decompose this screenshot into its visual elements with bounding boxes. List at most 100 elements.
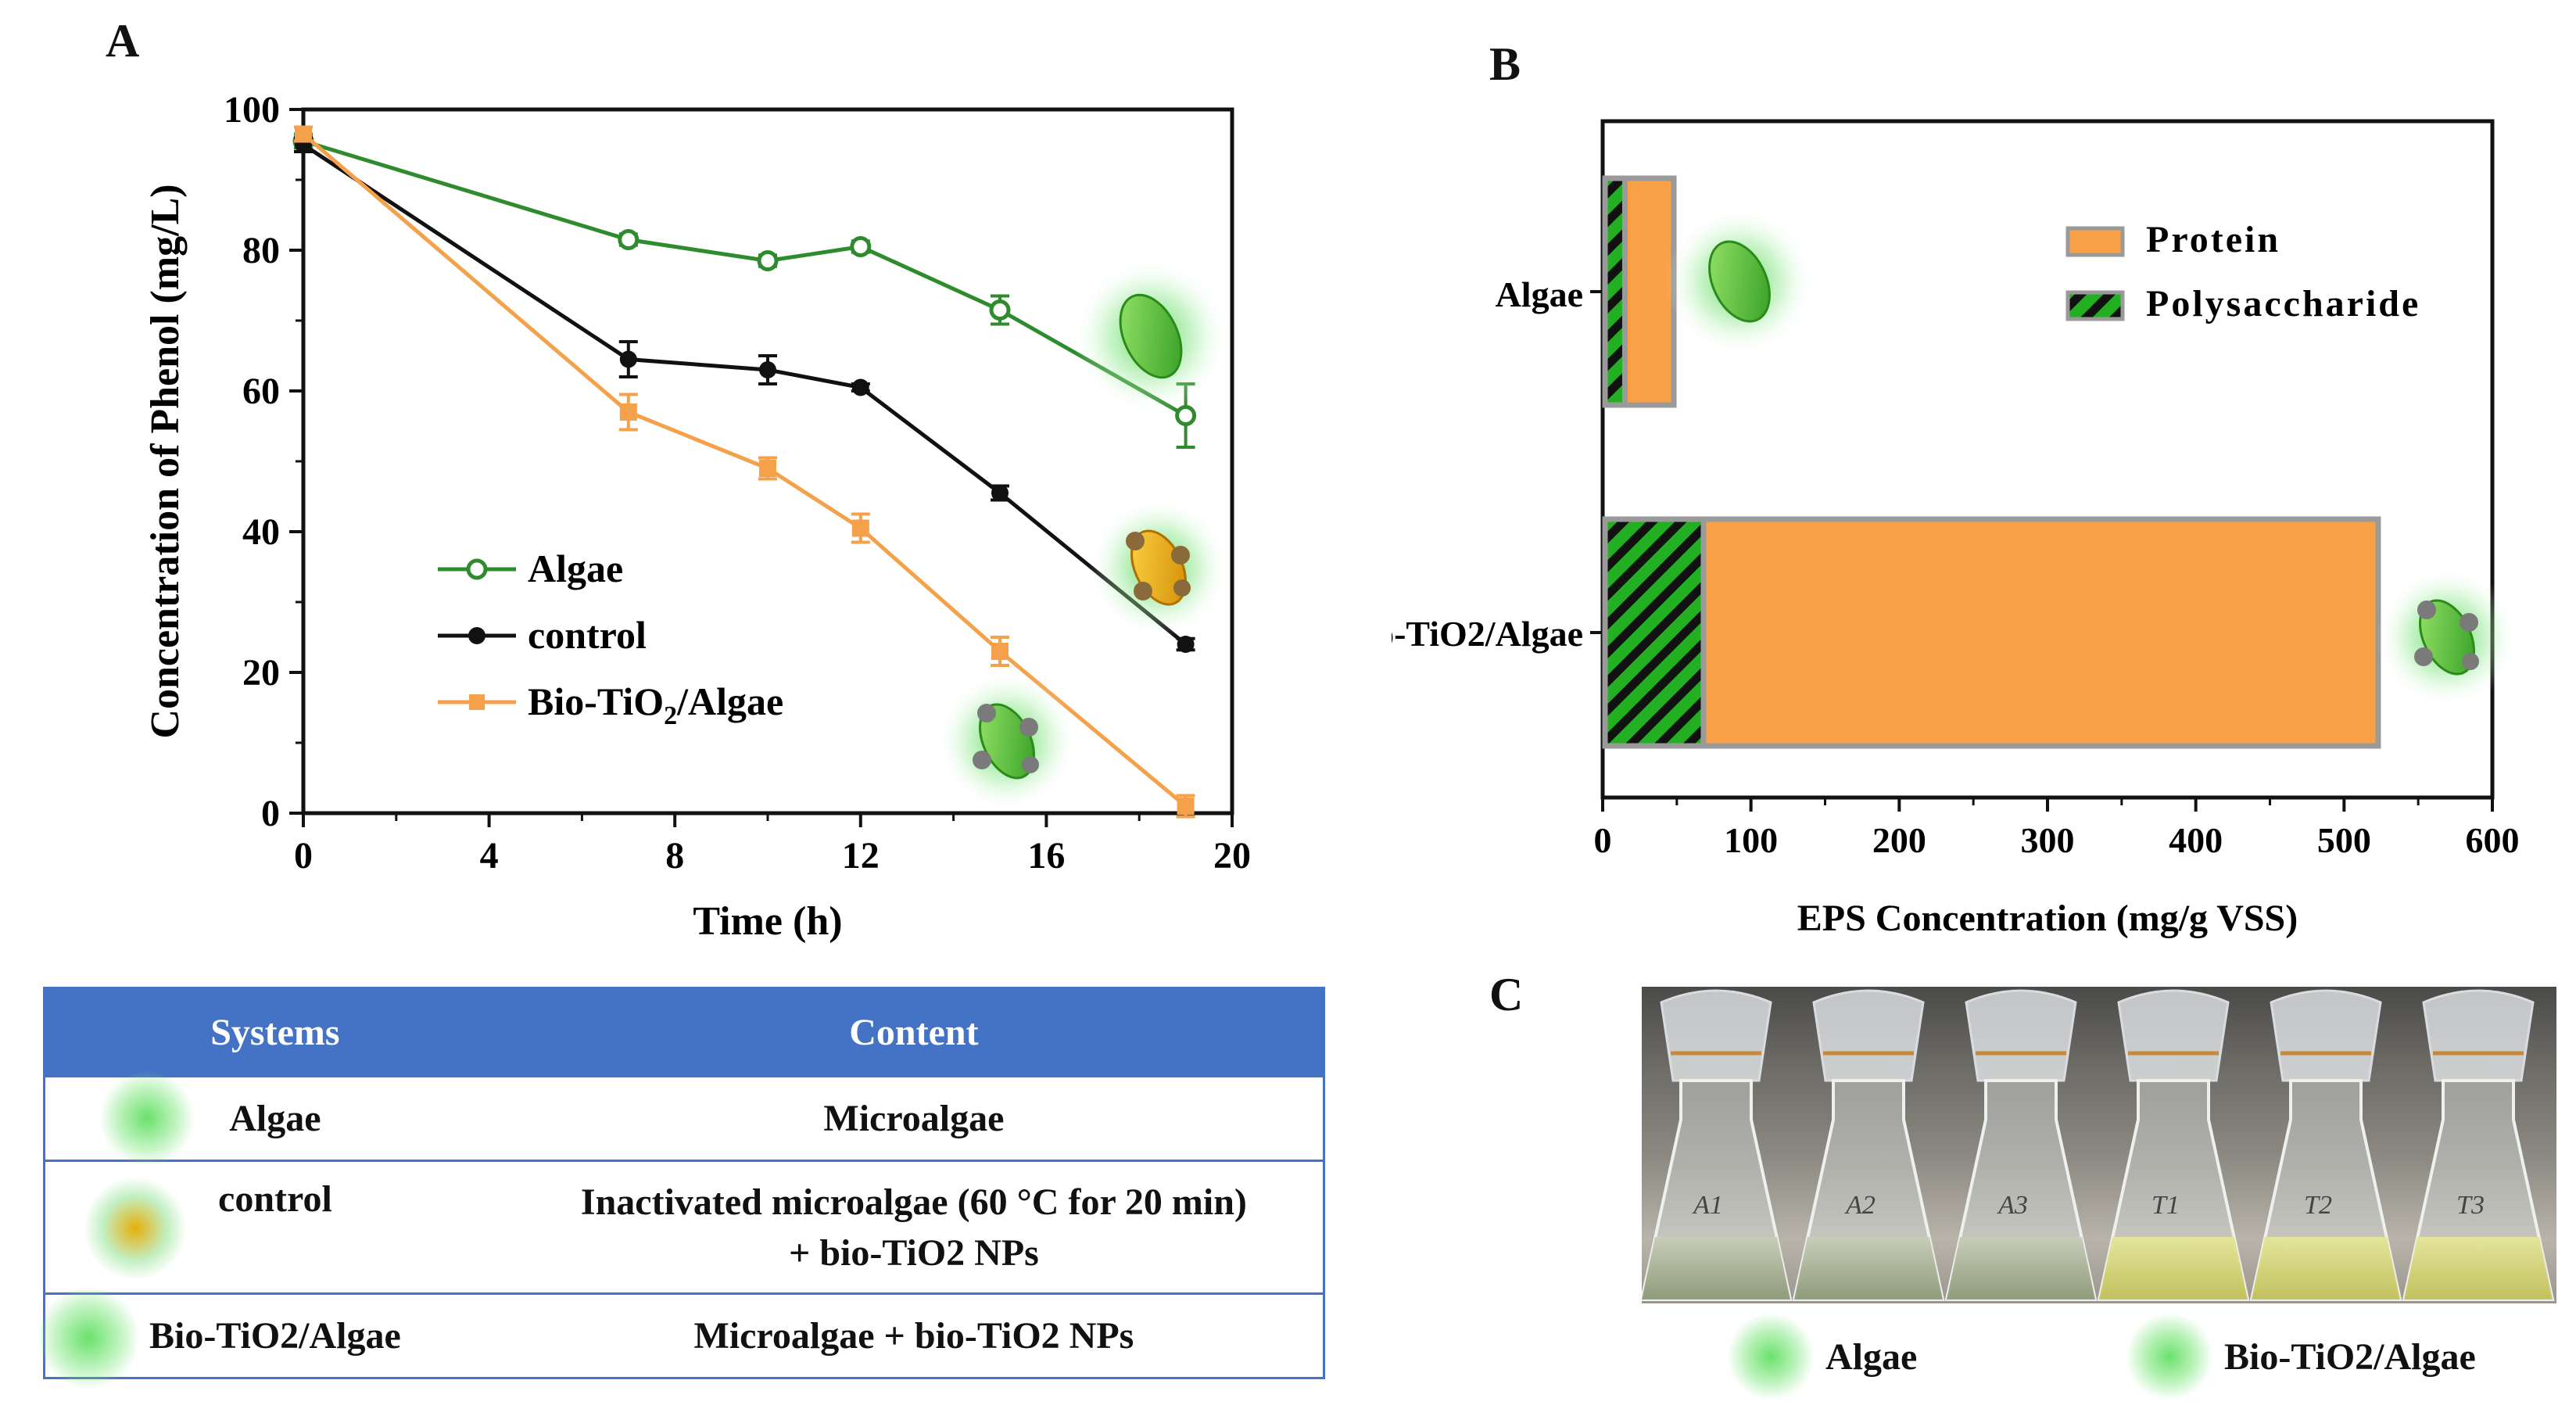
panel-a-label: A [106, 15, 140, 66]
caption-algae-text: Algae [1825, 1336, 1918, 1378]
flask-liquid [1794, 1237, 1943, 1299]
flask-label: T2 [2304, 1191, 2332, 1220]
flask-cap [2270, 989, 2382, 1082]
system-name-bio: Bio-TiO2/Algae [149, 1315, 401, 1357]
data-point [759, 460, 776, 477]
x-tick-label-a: 16 [1027, 835, 1065, 876]
legend-label-algae: Algae [528, 547, 623, 590]
legend-label-bio: Bio-TiO2/Algae [528, 679, 783, 730]
algae-cell-icon-a [1073, 258, 1229, 414]
y-tick-label-a: 80 [242, 230, 280, 271]
data-point [991, 484, 1009, 502]
flask-photo: A1 A2 A3 T1 T2 T3 [1642, 987, 2556, 1303]
algae-cell-icon [100, 1071, 194, 1165]
systems-table: Systems Content Algae Microalgae control… [38, 987, 1325, 1389]
system-name-algae: Algae [229, 1098, 321, 1139]
table-row: Bio-TiO2/Algae Microalgae + bio-TiO2 NPs [38, 1287, 1324, 1389]
flask-liquid [1947, 1237, 2095, 1299]
phenol-line-chart: 0 4 8 12 16 20 0 20 40 60 80 100 Time (h) Concentra… [143, 89, 1251, 944]
table-cell-system: control [44, 1160, 505, 1294]
algae-cell-icon-b [1665, 207, 1814, 356]
flask-liquid [2404, 1237, 2553, 1299]
y-tick-label-a: 40 [242, 511, 280, 553]
algae-cell-icon [1728, 1314, 1814, 1400]
bar-protein-0 [1621, 175, 1677, 408]
content-line-2: + bio-TiO2 NPs [788, 1231, 1039, 1274]
legend-label-control: control [528, 613, 647, 657]
bio-tio2-cell-icon [2126, 1314, 2212, 1400]
x-tick-label-a: 8 [665, 835, 684, 876]
flask-liquid [2252, 1237, 2400, 1299]
x-tick-label-a: 4 [480, 835, 499, 876]
control-cell-icon [84, 1178, 186, 1279]
panel-c-label: C [1489, 969, 1524, 1020]
panel-b-label: B [1489, 38, 1521, 90]
legend-label-protein: Protein [2146, 219, 2280, 260]
caption-bio-text: Bio-TiO2/Algae [2224, 1336, 2476, 1378]
data-point [851, 519, 869, 537]
bio-tio2-cell-icon-b [2377, 567, 2517, 708]
data-point [1175, 405, 1197, 426]
series-line-0 [303, 139, 1187, 418]
y-tick-label-a: 60 [242, 371, 280, 412]
flask-liquid [1642, 1237, 1790, 1299]
data-point [1177, 798, 1195, 815]
legend-marker-protein [2065, 226, 2125, 257]
bar-polysaccharide-1 [1602, 516, 1707, 749]
y-category-label-algae: Algae [1496, 274, 1583, 314]
table-header-systems: Systems [44, 988, 505, 1077]
data-point [759, 361, 776, 378]
data-point [295, 125, 312, 143]
legend-b: Protein Polysaccharide [2065, 219, 2418, 324]
flask-label: T3 [2456, 1191, 2485, 1220]
table-cell-content: Microalgae + bio-TiO2 NPs [504, 1292, 1324, 1378]
table-header-content: Content [504, 988, 1324, 1077]
control-cell-icon-a [1088, 497, 1229, 638]
flask-cap [2117, 989, 2230, 1082]
data-point [757, 250, 779, 271]
x-tick-label-a: 12 [842, 835, 880, 876]
x-tick-label-b: 0 [1594, 820, 1612, 860]
bio-tio2-cell-icon-a [937, 671, 1077, 812]
flask-cap [1965, 989, 2077, 1082]
system-name-control: control [218, 1178, 332, 1220]
table-row: Algae Microalgae [44, 1071, 1324, 1165]
flask-cap [2422, 989, 2535, 1082]
data-point [850, 236, 872, 257]
series-line-1 [302, 142, 1188, 646]
flask-cap [1812, 989, 1925, 1082]
legend-marker-bio [469, 694, 485, 710]
bar-protein-1 [1700, 516, 2381, 749]
data-point [619, 350, 637, 368]
x-tick-label-b: 400 [2169, 820, 2223, 860]
x-tick-label-a: 0 [294, 835, 313, 876]
eps-bar-chart: 0 100 200 300 400 500 600 Algae Bio-TiO2/Algae… [1392, 119, 2520, 939]
x-tick-label-b: 300 [2021, 820, 2075, 860]
flask-label: T1 [2151, 1191, 2180, 1220]
data-point [619, 403, 637, 421]
data-point [991, 643, 1009, 660]
x-tick-label-b: 200 [1872, 820, 1926, 860]
x-tick-label-b: 100 [1724, 820, 1778, 860]
x-tick-label-b: 600 [2466, 820, 2520, 860]
flask-cap [1660, 989, 1772, 1082]
legend-a: Algae control Bio-TiO2/Algae [438, 547, 783, 730]
y-category-label-bio: Bio-TiO2/Algae [1392, 614, 1583, 654]
x-axis-label-a: Time (h) [693, 899, 842, 944]
y-tick-label-a: 0 [261, 793, 280, 834]
table-cell-system: Algae [44, 1071, 505, 1165]
flask-label: A2 [1844, 1191, 1876, 1220]
flask-label: A3 [1997, 1191, 2028, 1220]
y-axis-label-a: Concentration of Phenol (mg/L) [143, 184, 188, 738]
x-tick-label-a: 20 [1213, 835, 1251, 876]
flask-label: A1 [1692, 1191, 1723, 1220]
x-axis-label-b: EPS Concentration (mg/g VSS) [1797, 898, 2298, 939]
bio-tio2-cell-icon [38, 1287, 139, 1389]
y-tick-label-a: 20 [242, 652, 280, 694]
legend-marker-poly [2065, 290, 2125, 321]
table-cell-content: Microalgae [504, 1075, 1324, 1161]
table-cell-system: Bio-TiO2/Algae [38, 1287, 505, 1389]
data-point [851, 378, 869, 396]
table-cell-content: Inactivated microalgae (60 °C for 20 min… [504, 1160, 1324, 1294]
content-line-1: Inactivated microalgae (60 °C for 20 min… [580, 1181, 1247, 1223]
